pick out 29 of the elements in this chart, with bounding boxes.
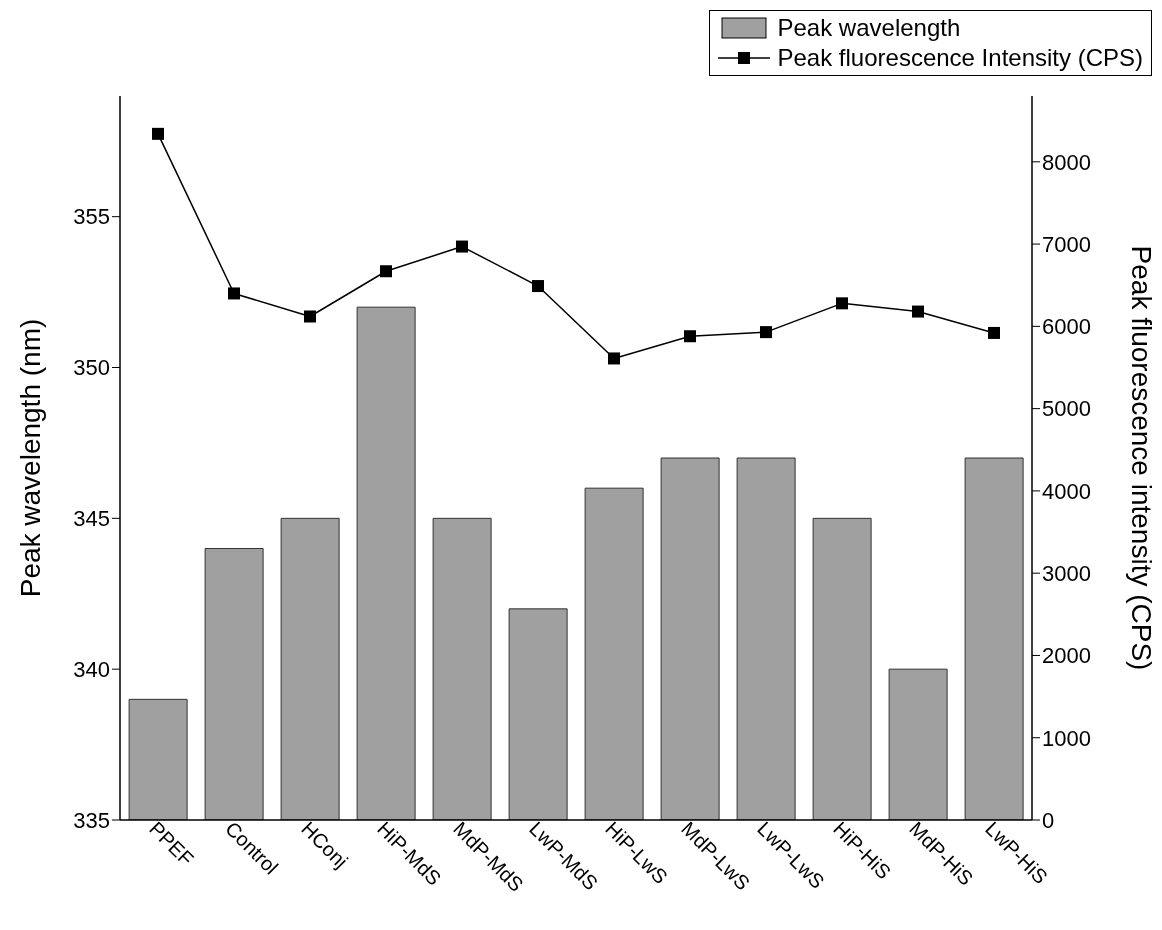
point <box>304 310 316 323</box>
point <box>152 127 164 140</box>
point <box>380 265 392 278</box>
point <box>456 240 468 253</box>
y-tick-label: 355 <box>73 204 110 230</box>
y2-tick-label: 5000 <box>1042 396 1091 422</box>
point <box>760 326 772 339</box>
point <box>608 352 620 365</box>
point <box>684 330 696 343</box>
y2-axis-title: Peak fluorescence intensity (CPS) <box>1126 245 1158 671</box>
point <box>836 297 848 310</box>
y2-tick-label: 3000 <box>1042 560 1091 586</box>
y-tick-label: 340 <box>73 656 110 682</box>
point <box>532 280 544 293</box>
y2-tick-label: 4000 <box>1042 478 1091 504</box>
point <box>912 305 924 318</box>
y2-tick-label: 7000 <box>1042 231 1091 257</box>
legend-label: Peak wavelength <box>777 13 961 43</box>
point <box>988 326 1000 339</box>
legend-label: Peak fluorescence Intensity (CPS) <box>777 43 1143 73</box>
y-tick-label: 345 <box>73 506 110 532</box>
y2-tick-label: 8000 <box>1042 149 1091 175</box>
y-tick-label: 350 <box>73 355 110 381</box>
y2-tick-label: 1000 <box>1042 725 1091 751</box>
y2-tick-label: 2000 <box>1042 643 1091 669</box>
y-tick-label: 335 <box>73 807 110 833</box>
point <box>228 287 240 300</box>
y-axis-title: Peak wavelength (nm) <box>14 318 46 598</box>
y2-tick-label: 6000 <box>1042 314 1091 340</box>
